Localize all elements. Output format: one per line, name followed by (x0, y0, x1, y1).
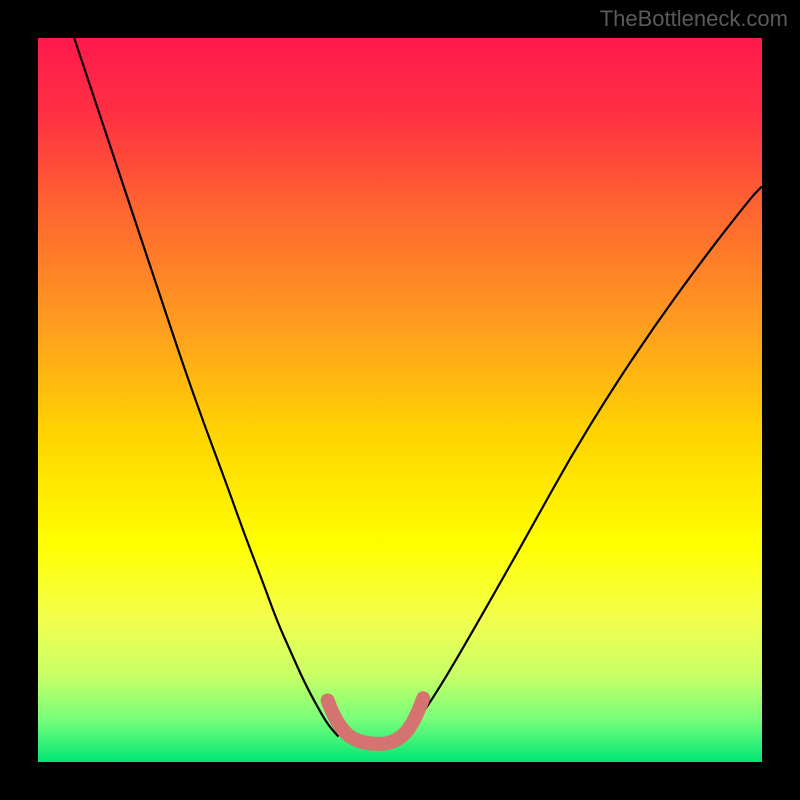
curve-left (74, 38, 338, 737)
curve-right (404, 186, 762, 736)
watermark-text: TheBottleneck.com (600, 6, 788, 32)
bottom-marker (328, 698, 424, 744)
curve-layer (38, 38, 762, 762)
plot-area (38, 38, 762, 762)
